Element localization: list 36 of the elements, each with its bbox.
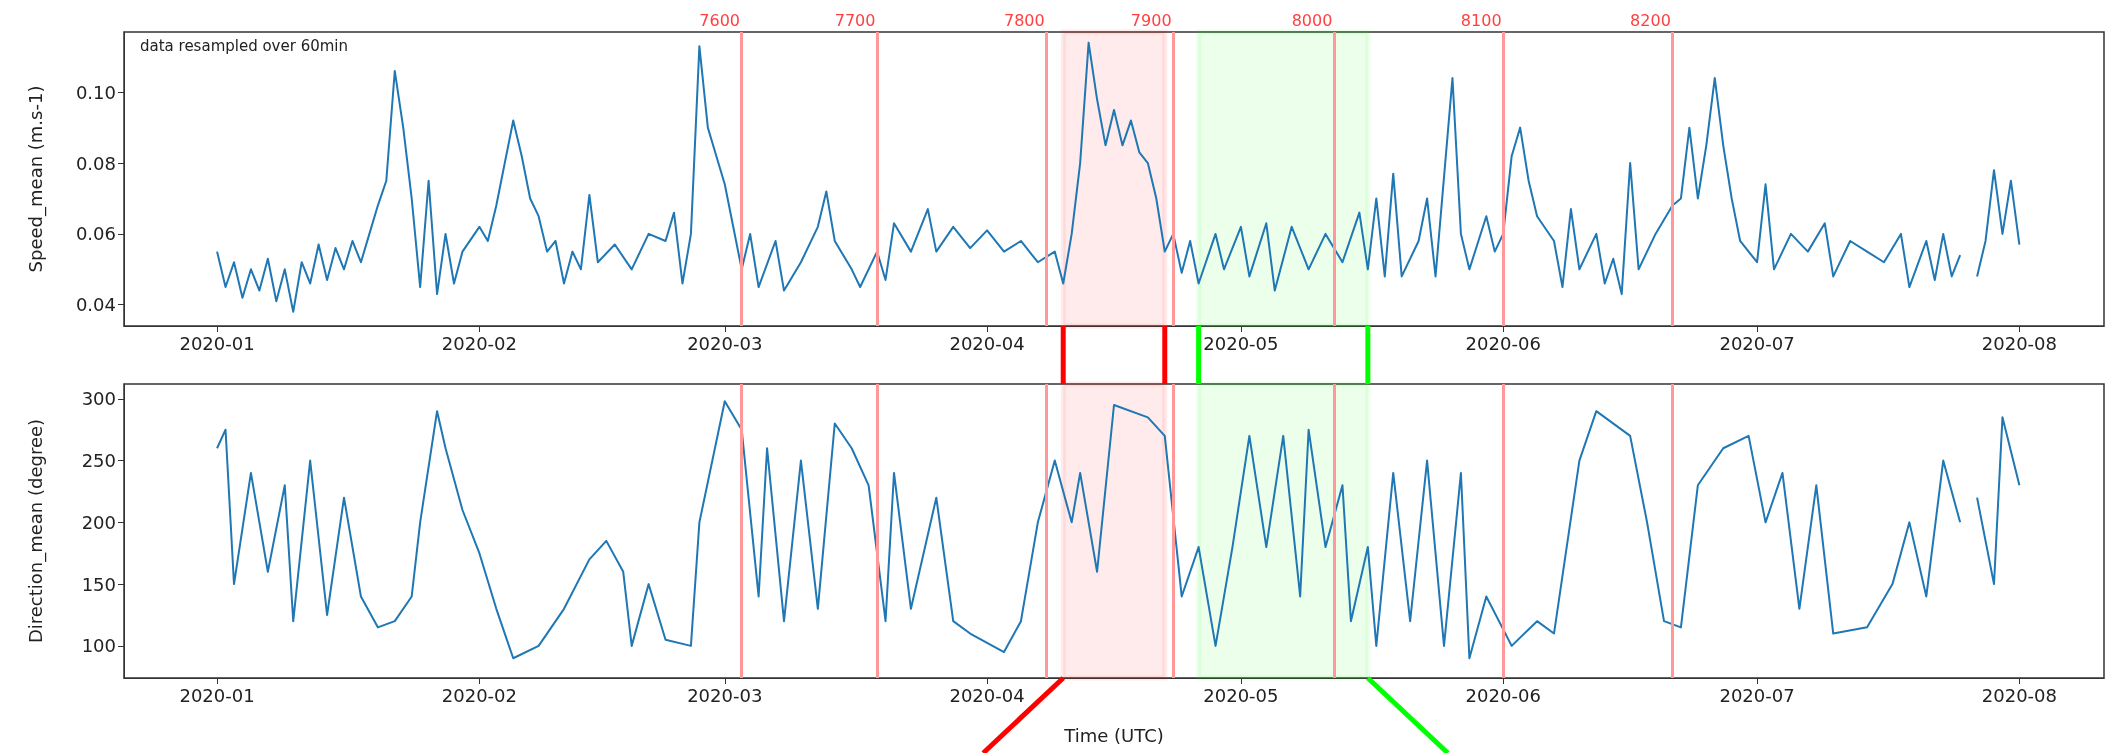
annotation: data resampled over 60min	[140, 36, 349, 55]
x-tick-label: 2020-05	[1203, 684, 1279, 706]
y-axis-title: Direction_mean (degree)	[24, 418, 47, 644]
x-tick-label: 2020-03	[687, 332, 763, 354]
x-tick-label: 2020-04	[949, 684, 1025, 706]
ref-line-label: 8200	[1630, 10, 1671, 30]
x-tick-label: 2020-04	[949, 332, 1025, 354]
y-tick-label: 0.10	[75, 81, 116, 103]
y-tick-label: 200	[81, 511, 116, 533]
y-tick-label: 250	[81, 450, 116, 472]
y-tick-label: 100	[81, 635, 116, 657]
y-tick-label: 300	[81, 388, 116, 410]
ref-line-label: 8100	[1460, 10, 1502, 30]
x-tick-label: 2020-02	[441, 684, 517, 706]
x-tick-label: 2020-05	[1203, 332, 1279, 354]
ref-line-label: 7700	[834, 10, 876, 30]
x-tick-label: 2020-06	[1465, 332, 1541, 354]
ref-line-label: 7600	[699, 10, 741, 30]
x-tick-label: 2020-07	[1719, 332, 1795, 354]
x-tick-label: 2020-06	[1465, 684, 1541, 706]
ref-line-label: 7900	[1130, 10, 1172, 30]
x-tick-label: 2020-08	[1981, 332, 2057, 354]
x-tick-label: 2020-01	[179, 332, 255, 354]
y-tick-label: 150	[81, 573, 116, 595]
y-tick-label: 0.08	[75, 152, 116, 174]
x-tick-label: 2020-07	[1719, 684, 1795, 706]
y-tick-label: 0.06	[75, 223, 116, 245]
ref-line-label: 7800	[1003, 10, 1045, 30]
x-axis-title: Time (UTC)	[1063, 724, 1164, 746]
ref-line-label: 8000	[1291, 10, 1333, 30]
x-tick-label: 2020-08	[1981, 684, 2057, 706]
x-tick-label: 2020-02	[441, 332, 517, 354]
x-tick-label: 2020-01	[179, 684, 255, 706]
y-tick-label: 0.04	[75, 294, 116, 316]
x-tick-label: 2020-03	[687, 684, 763, 706]
y-axis-title: Speed_mean (m.s-1)	[24, 85, 47, 273]
